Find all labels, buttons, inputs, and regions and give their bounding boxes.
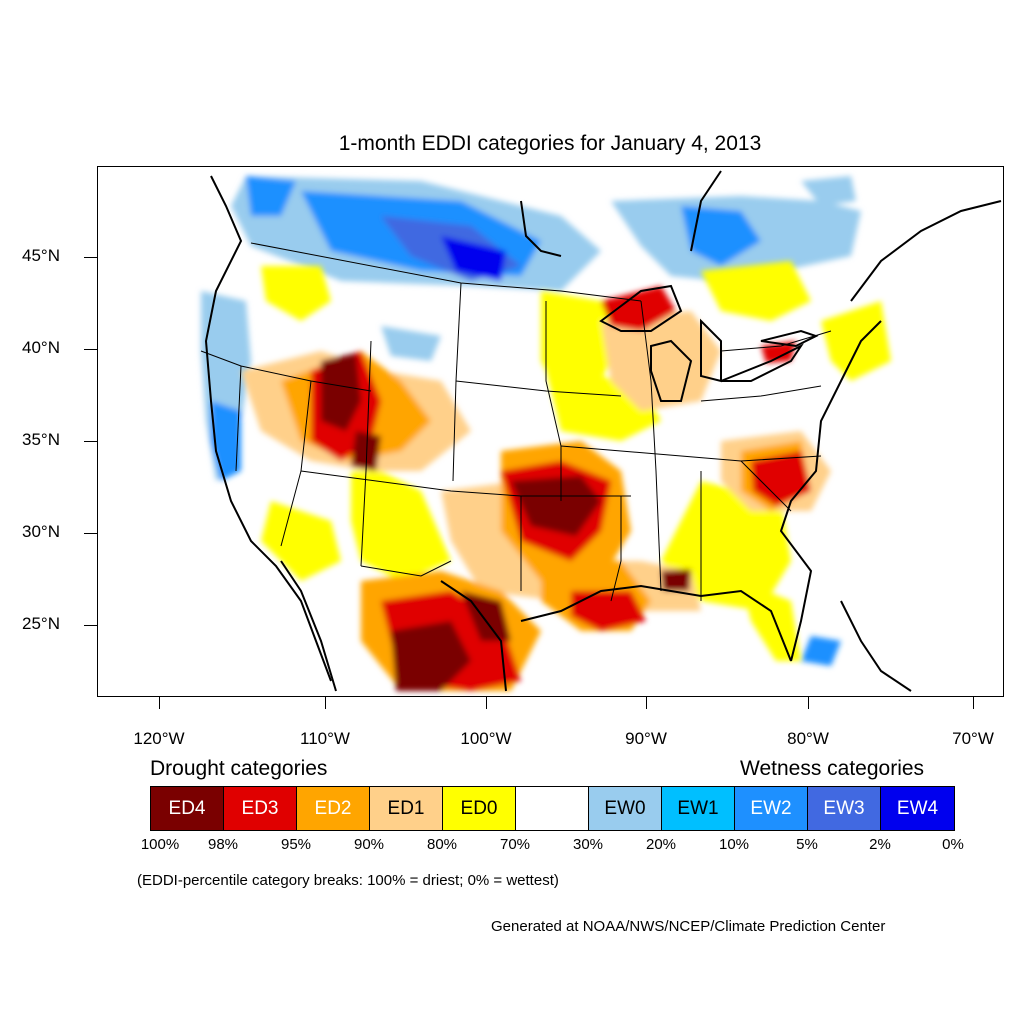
- lon-label-120w: 120°W: [133, 729, 185, 748]
- lat-tick: [84, 441, 97, 442]
- percent-break-label: 0%: [942, 836, 964, 853]
- eddi-map: [97, 166, 1004, 697]
- percent-break-label: 5%: [796, 836, 818, 853]
- state-boundaries: [200, 242, 832, 602]
- legend-ed4: ED4: [151, 787, 224, 830]
- lon-tick: [808, 697, 809, 709]
- lat-label-45: 45°N: [22, 246, 60, 265]
- percent-break-label: 90%: [353, 836, 385, 853]
- legend-ew0: EW0: [589, 787, 662, 830]
- legend-ed3: ED3: [224, 787, 297, 830]
- lon-tick: [325, 697, 326, 709]
- lat-tick: [84, 349, 97, 350]
- legend-ew4: EW4: [881, 787, 954, 830]
- legend-ew2: EW2: [735, 787, 808, 830]
- legend-ed2: ED2: [297, 787, 370, 830]
- percent-break-label: 2%: [869, 836, 891, 853]
- category-breaks-note: (EDDI-percentile category breaks: 100% =…: [137, 872, 559, 889]
- legend-ew3: EW3: [808, 787, 881, 830]
- coastlines: [204, 170, 1002, 692]
- percent-break-label: 95%: [280, 836, 312, 853]
- percent-break-label: 80%: [426, 836, 458, 853]
- lat-label-25: 25°N: [22, 614, 60, 633]
- lon-tick: [486, 697, 487, 709]
- drought-categories-heading: Drought categories: [150, 757, 328, 780]
- map-title: 1-month EDDI categories for January 4, 2…: [338, 132, 762, 155]
- map-canvas: [200, 170, 1002, 692]
- lon-label-80w: 80°W: [787, 729, 829, 748]
- percent-break-label: 20%: [645, 836, 677, 853]
- legend-ed1: ED1: [370, 787, 443, 830]
- legend-ed0: ED0: [443, 787, 516, 830]
- lon-label-90w: 90°W: [625, 729, 667, 748]
- lon-label-100w: 100°W: [460, 729, 512, 748]
- lat-tick: [84, 257, 97, 258]
- lat-tick: [84, 625, 97, 626]
- percent-break-label: 70%: [499, 836, 531, 853]
- legend-ew1: EW1: [662, 787, 735, 830]
- percent-break-label: 98%: [207, 836, 239, 853]
- legend-neutral: [516, 787, 589, 830]
- percent-break-label: 100%: [140, 836, 180, 853]
- lat-label-30: 30°N: [22, 522, 60, 541]
- wetness-categories-heading: Wetness categories: [740, 757, 925, 780]
- credit-line: Generated at NOAA/NWS/NCEP/Climate Predi…: [491, 918, 886, 935]
- lon-tick: [159, 697, 160, 709]
- lat-label-40: 40°N: [22, 338, 60, 357]
- lon-label-70w: 70°W: [952, 729, 994, 748]
- percent-break-label: 10%: [718, 836, 750, 853]
- drought-regions: [241, 261, 891, 691]
- category-legend: ED4 ED3 ED2 ED1 ED0 EW0 EW1 EW2 EW3 EW4: [150, 786, 955, 831]
- lon-tick: [646, 697, 647, 709]
- lon-label-110w: 110°W: [300, 729, 350, 748]
- lat-label-35: 35°N: [22, 430, 60, 449]
- lat-tick: [84, 533, 97, 534]
- percent-break-label: 30%: [572, 836, 604, 853]
- lon-tick: [973, 697, 974, 709]
